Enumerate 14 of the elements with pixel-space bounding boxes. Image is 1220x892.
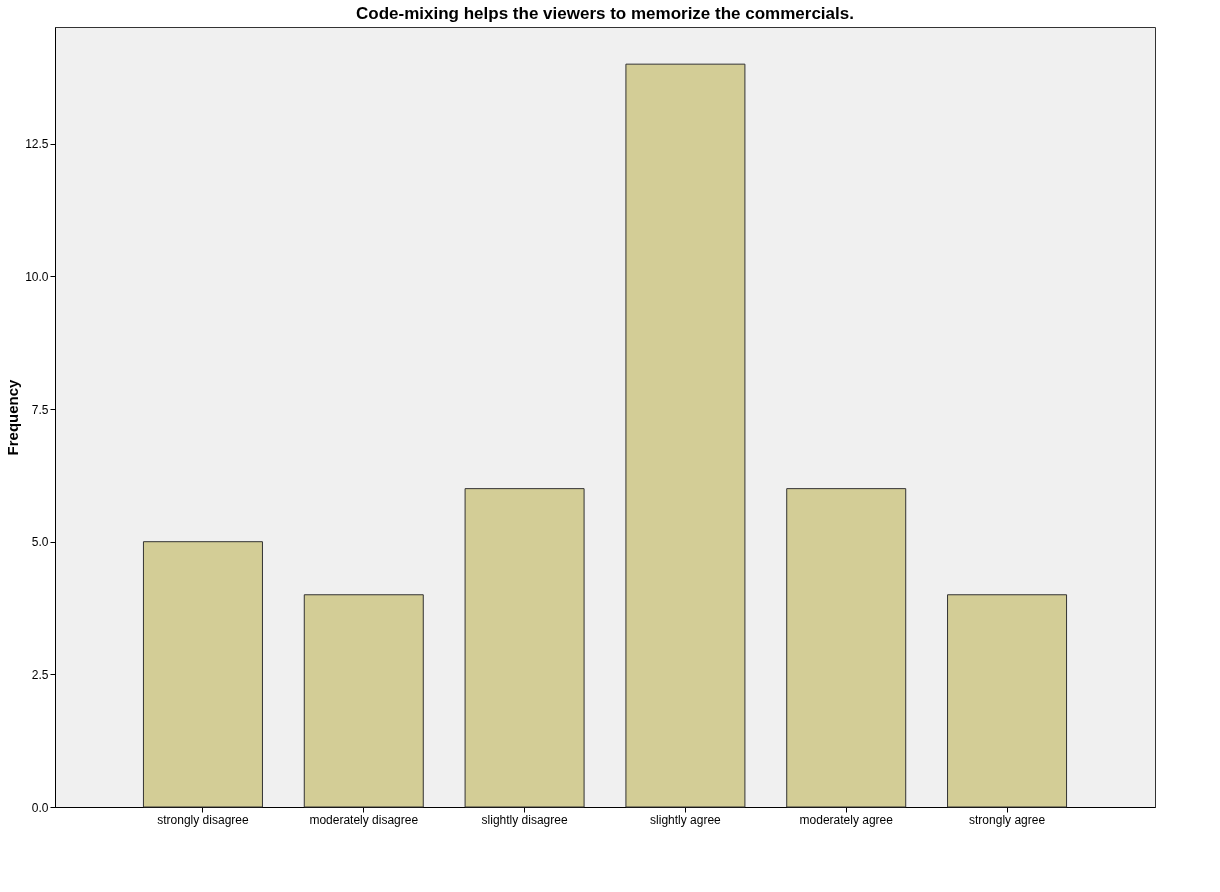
x-tick-label: slightly agree (650, 812, 722, 827)
y-tick-label: 12.5 (25, 137, 49, 152)
y-tick-label: 7.5 (31, 402, 49, 417)
x-tick-label: strongly disagree (157, 812, 249, 827)
x-tick-label: moderately agree (799, 812, 894, 827)
chart-title: Code-mixing helps the viewers to memorize the commercials. (356, 4, 854, 23)
x-tick-label: strongly agree (969, 812, 1046, 827)
x-tick-label: moderately disagree (309, 812, 419, 827)
y-tick-label: 0.0 (31, 800, 49, 815)
y-tick-label: 10.0 (25, 269, 49, 284)
y-tick-label: 2.5 (31, 667, 49, 682)
x-tick-label: slightly disagree (481, 812, 568, 827)
y-axis-title: Frequency (4, 378, 22, 456)
y-tick-label: 5.0 (31, 535, 49, 550)
